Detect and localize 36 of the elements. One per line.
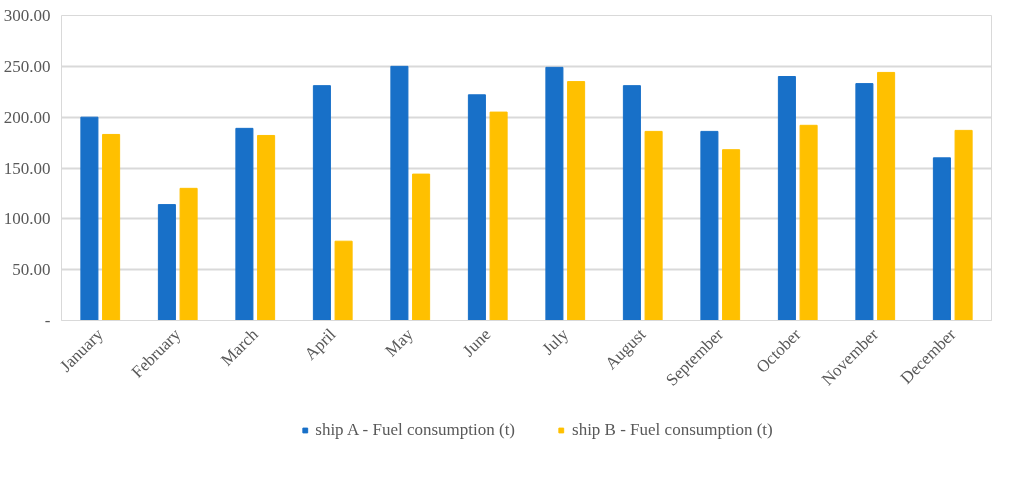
bar [932,157,951,321]
bar [235,127,254,321]
legend-label: ship A - Fuel consumption (t) [315,420,516,440]
y-tick-label: 200.00 [3,107,51,127]
bar [545,66,564,321]
y-tick-label: 300.00 [3,6,51,25]
bar [489,111,508,321]
bar [467,94,486,321]
y-tick-label: 100.00 [3,209,51,229]
y-tick-label: 150.00 [3,158,51,178]
bar [80,116,99,321]
bar [567,81,586,321]
bar [334,240,353,321]
bar [257,134,276,321]
x-tick-label: July [538,324,573,359]
x-tick-label: May [381,324,418,361]
bar [877,71,896,321]
bar [722,149,741,321]
y-tick-label: 50.00 [12,260,51,280]
bar [954,129,973,321]
bar [777,76,796,321]
bar [390,65,409,321]
bar [700,130,719,321]
bar [312,85,331,321]
bar [102,133,121,321]
y-tick-label: - [44,311,51,330]
bar [157,204,176,321]
x-tick-label: June [459,324,495,361]
bar [855,83,874,321]
bar [644,130,663,321]
bar [622,85,641,321]
bar [412,173,431,321]
legend-label: ship B - Fuel consumption (t) [572,420,773,440]
y-tick-label: 250.00 [3,56,51,76]
bar [179,187,198,321]
bar [799,124,818,321]
